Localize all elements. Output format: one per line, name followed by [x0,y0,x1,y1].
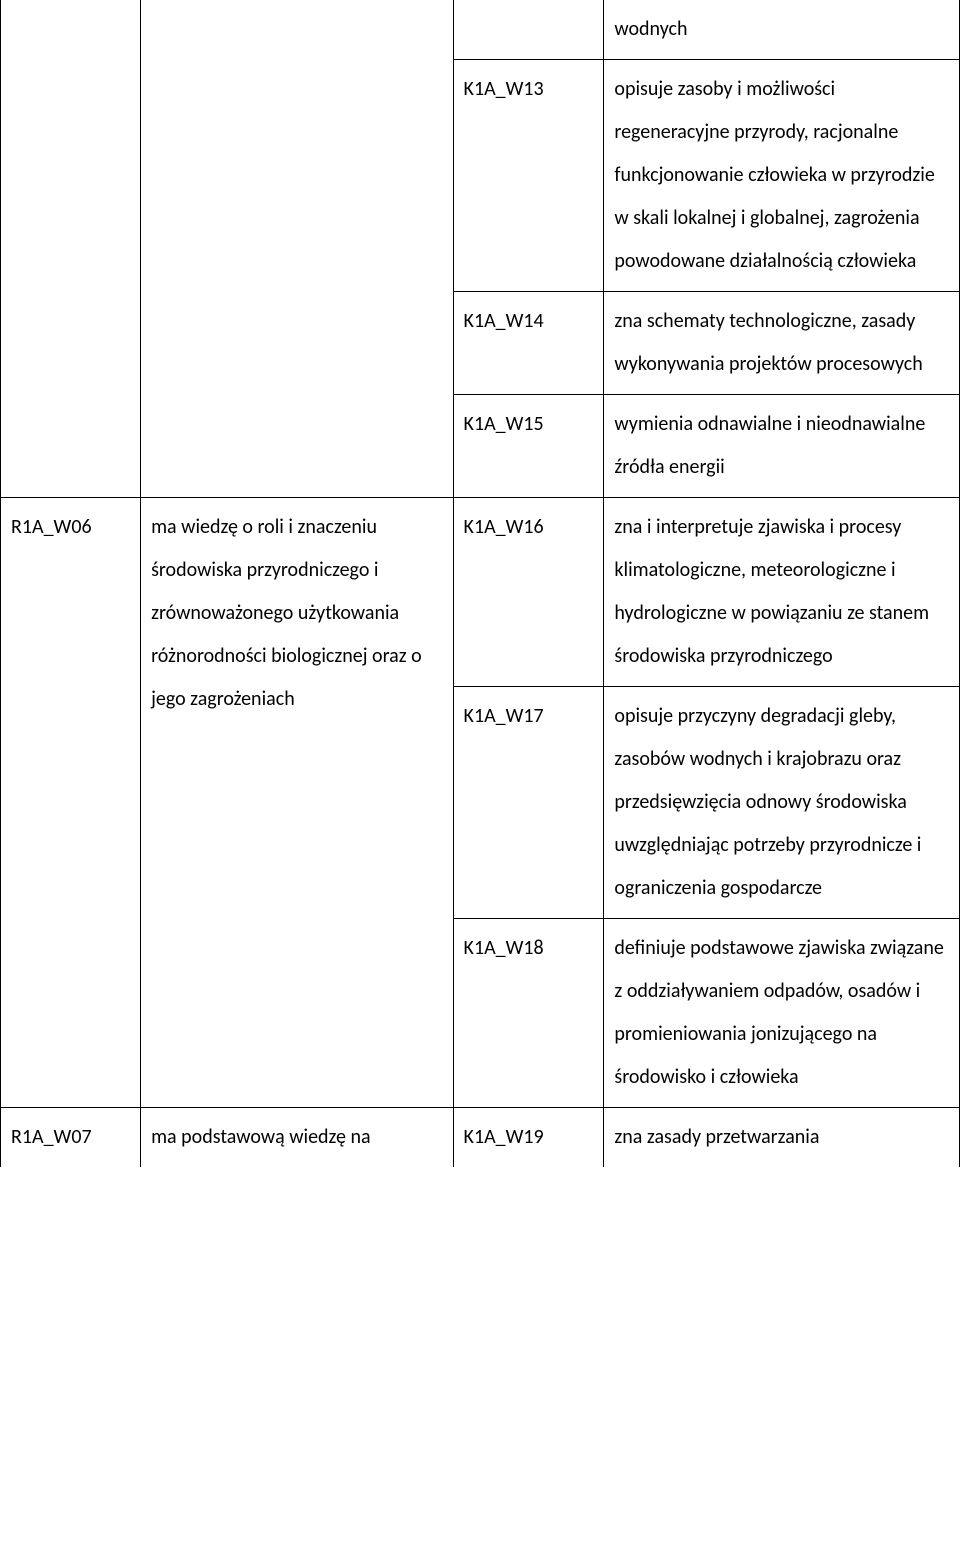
outcome-description-cell: opisuje przyczyny degradacji gleby, zaso… [604,687,960,919]
reference-code-cell: R1A_W07 [1,1108,141,1168]
table-row: wodnych [1,0,960,60]
reference-description-cell: ma podstawową wiedzę na [141,1108,453,1168]
reference-description-cell: ma wiedzę o roli i znaczeniu środowiska … [141,498,453,1108]
outcome-code-cell: K1A_W15 [453,395,604,498]
outcome-code-cell: K1A_W14 [453,292,604,395]
outcome-description-cell: zna i interpretuje zjawiska i procesy kl… [604,498,960,687]
reference-code-cell: R1A_W06 [1,498,141,1108]
outcome-code-cell: K1A_W17 [453,687,604,919]
outcome-description-cell: wodnych [604,0,960,60]
learning-outcomes-table: wodnychK1A_W13opisuje zasoby i możliwośc… [0,0,960,1167]
outcome-code-cell: K1A_W13 [453,60,604,292]
outcome-code-cell: K1A_W19 [453,1108,604,1168]
reference-code-cell [1,0,141,498]
outcome-code-cell: K1A_W18 [453,919,604,1108]
outcome-description-cell: wymienia odnawialne i nieodnawialne źród… [604,395,960,498]
outcome-description-cell: definiuje podstawowe zjawiska związane z… [604,919,960,1108]
outcome-description-cell: zna zasady przetwarzania [604,1108,960,1168]
table-body: wodnychK1A_W13opisuje zasoby i możliwośc… [1,0,960,1167]
outcome-code-cell [453,0,604,60]
table-row: R1A_W06ma wiedzę o roli i znaczeniu środ… [1,498,960,687]
outcome-code-cell: K1A_W16 [453,498,604,687]
outcome-description-cell: opisuje zasoby i możliwości regeneracyjn… [604,60,960,292]
table-row: R1A_W07ma podstawową wiedzę naK1A_W19zna… [1,1108,960,1168]
outcome-description-cell: zna schematy technologiczne, zasady wyko… [604,292,960,395]
reference-description-cell [141,0,453,498]
